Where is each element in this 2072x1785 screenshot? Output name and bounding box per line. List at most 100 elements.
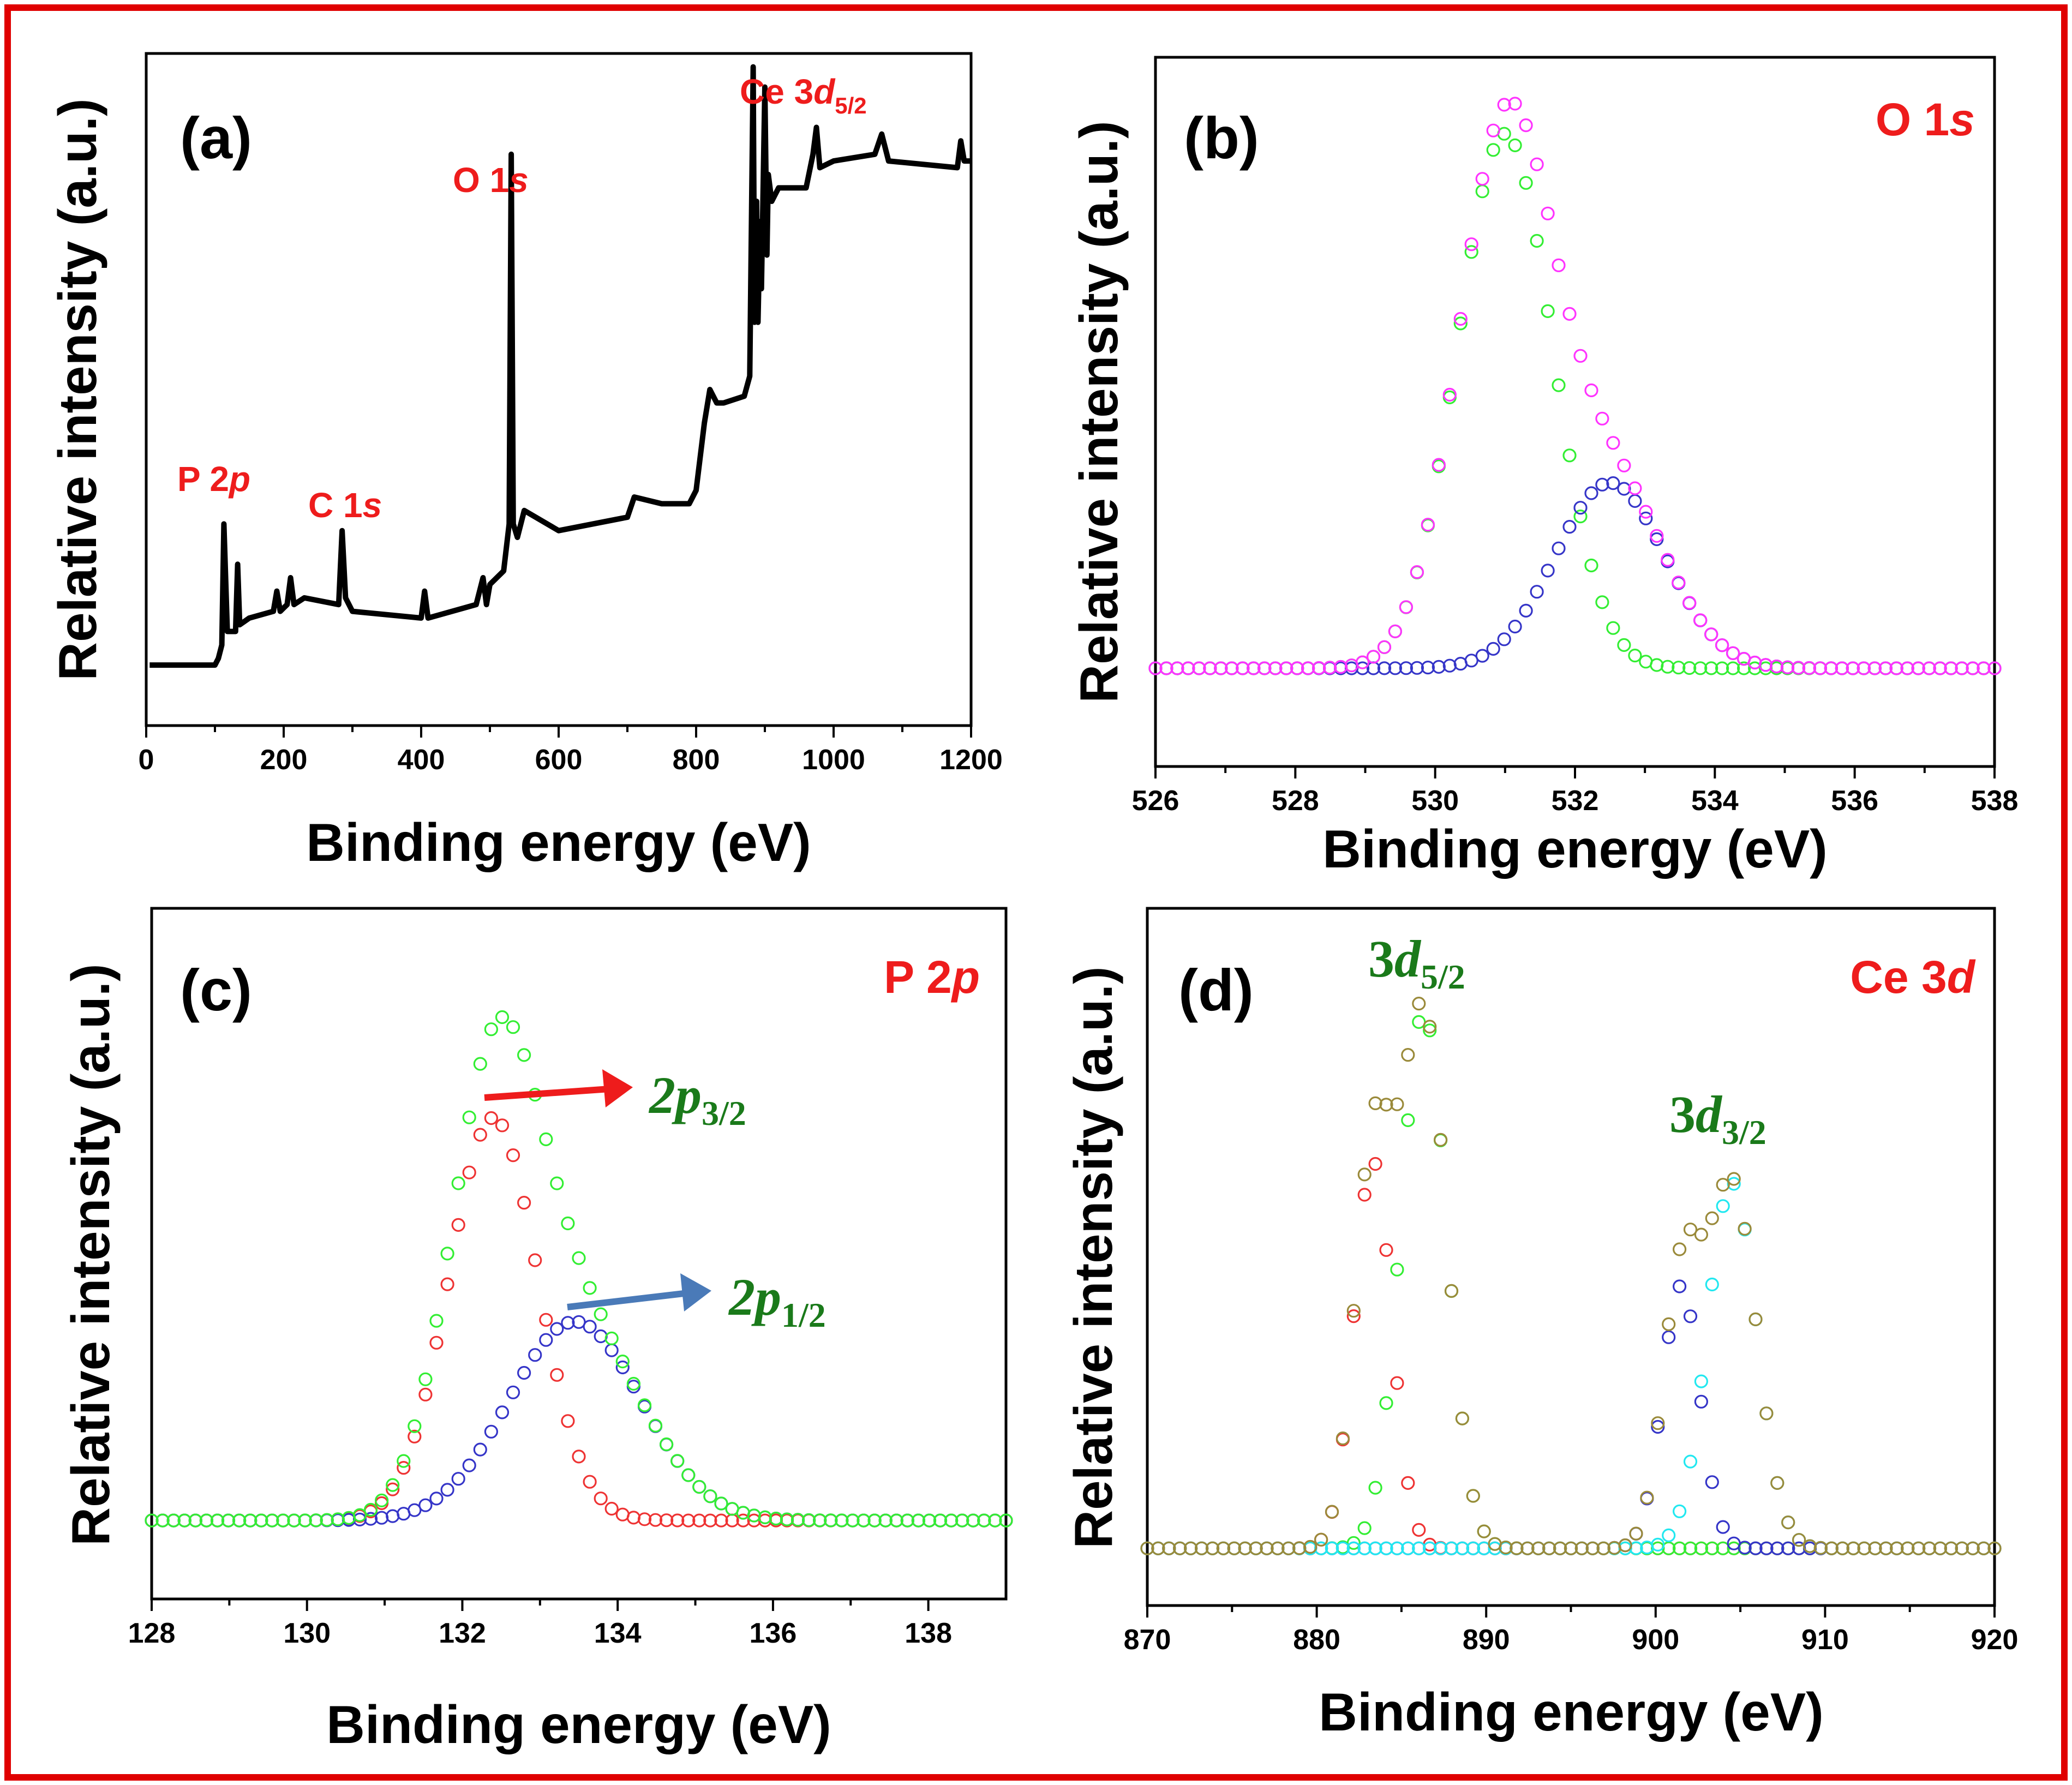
fit-point-envelope [1227, 1541, 1241, 1555]
fit-point-ce-3d5-2-component-1 [1412, 1523, 1426, 1537]
x-tick-label: 526 [1132, 785, 1179, 817]
fit-point-2p3-2 [418, 1387, 433, 1401]
fit-point-2p3-2 [484, 1111, 499, 1125]
fit-point-envelope [1618, 1538, 1632, 1553]
fit-point-envelope [1541, 206, 1555, 220]
fit-point-envelope [1257, 661, 1272, 675]
fit-point-envelope [1519, 118, 1533, 133]
panel-c-axes [150, 907, 1008, 1601]
fit-point-envelope [878, 1513, 893, 1528]
label-3d52-sub: 5/2 [1421, 957, 1465, 996]
fit-point-envelope [1606, 436, 1620, 450]
label-3d52: 3d5/2 [1368, 930, 1465, 996]
fit-point-2p3-2 [429, 1335, 444, 1350]
fit-point-fit-peak-2 [1399, 661, 1413, 675]
fit-point-envelope [1379, 1098, 1393, 1112]
fit-point-envelope [1281, 1541, 1296, 1555]
label-p2p-text: P 2 [177, 459, 229, 499]
fit-point-fit-peak-1 [1704, 661, 1718, 675]
panel-b-xlabel: Binding energy (eV) [1322, 819, 1828, 879]
fit-point-envelope [1225, 661, 1239, 675]
fit-point-envelope [1857, 1541, 1871, 1555]
fit-point-envelope [1780, 660, 1795, 674]
x-tick-label: 138 [905, 1618, 952, 1649]
fit-point-envelope [1584, 383, 1598, 398]
fit-point-envelope [1366, 650, 1381, 664]
fit-point-envelope [517, 1048, 531, 1062]
fit-point-envelope [1628, 481, 1642, 495]
fit-point-ce-3d3-2-component-2 [1673, 1504, 1687, 1518]
x-tick-label: 1000 [802, 744, 865, 776]
fit-point-envelope [1682, 596, 1697, 610]
fit-point-2p3-2 [626, 1511, 641, 1525]
fit-point-envelope [769, 1512, 783, 1526]
fit-point-envelope [429, 1314, 444, 1328]
fit-point-envelope [900, 1513, 914, 1528]
fit-point-envelope [1238, 1541, 1252, 1555]
fit-point-envelope [1401, 1047, 1415, 1062]
arrow-2p32-shaft [484, 1086, 610, 1101]
label-3d32-main: 3 [1669, 1085, 1696, 1143]
fit-point-envelope [1792, 1533, 1806, 1547]
fit-point-fit-peak-2 [1486, 642, 1500, 656]
panel-c-xlabel: Binding energy (eV) [326, 1694, 831, 1754]
fit-point-envelope [1205, 1541, 1220, 1555]
fit-point-envelope [1564, 1541, 1578, 1555]
fit-point-2p1-2 [583, 1320, 597, 1334]
fit-point-envelope [824, 1513, 838, 1528]
fit-point-envelope [1432, 458, 1446, 472]
fit-point-envelope [145, 1513, 159, 1528]
survey-spectrum-line [149, 64, 971, 668]
fit-point-envelope [1748, 1312, 1763, 1326]
x-tick-label: 870 [1124, 1624, 1171, 1656]
x-tick-label: 910 [1801, 1624, 1849, 1656]
fit-point-fit-peak-2 [1410, 661, 1424, 675]
outer-red-frame [4, 4, 2068, 1781]
fit-point-envelope [1759, 1406, 1774, 1421]
x-tick-label: 528 [1272, 785, 1319, 817]
fit-point-envelope [155, 1513, 170, 1528]
fit-point-envelope [309, 1513, 323, 1528]
fit-point-envelope [1159, 661, 1173, 675]
panel-d-xlabel: Binding energy (eV) [1319, 1682, 1824, 1742]
fit-point-2p1-2 [408, 1503, 422, 1517]
fit-point-ce-3d5-2-component-1 [1379, 1243, 1393, 1257]
fit-point-envelope [1857, 661, 1871, 675]
fit-point-envelope [1933, 1541, 1947, 1555]
fit-point-envelope [1868, 1541, 1882, 1555]
fit-point-envelope [1290, 661, 1304, 675]
fit-point-envelope [1162, 1541, 1176, 1555]
fit-point-envelope [550, 1176, 564, 1190]
fit-point-ce-3d3-2-component-1 [1770, 1541, 1784, 1555]
fit-point-2p1-2 [528, 1348, 542, 1362]
fit-point-fit-peak-1 [1530, 233, 1544, 248]
fit-point-envelope [1889, 661, 1903, 675]
fit-point-envelope [1758, 658, 1773, 672]
fit-point-envelope [922, 1513, 937, 1528]
fit-point-envelope [1693, 613, 1708, 627]
label-2p32: 2p3/2 [648, 1066, 746, 1133]
panel-d-letter: (d) [1178, 957, 1254, 1023]
fit-point-fit-peak-2 [1519, 603, 1533, 618]
panel-a-xlabel: Binding energy (eV) [306, 812, 811, 872]
fit-point-ce-3d5-2-component-2 [1727, 1541, 1741, 1555]
fit-point-fit-peak-2 [1617, 482, 1631, 496]
panel-b-ylabel: Relative intensity (a.u.) [1069, 121, 1129, 703]
label-c1s-italic: s [363, 486, 382, 525]
fit-point-envelope [1878, 661, 1893, 675]
fit-point-envelope [1434, 1133, 1448, 1147]
x-tick-label: 132 [439, 1618, 486, 1649]
fit-point-ce-3d5-2-component-2 [1651, 1541, 1665, 1555]
fit-point-envelope [1824, 661, 1838, 675]
fit-point-envelope [1510, 1541, 1524, 1555]
fit-point-envelope [188, 1513, 202, 1528]
fit-point-fit-peak-2 [1595, 477, 1609, 492]
fit-point-envelope [1292, 1541, 1307, 1555]
fit-point-envelope [999, 1513, 1013, 1528]
fit-point-2p1-2 [495, 1405, 510, 1419]
fit-point-envelope [221, 1513, 236, 1528]
fit-point-fit-peak-1 [1595, 595, 1609, 609]
fit-point-envelope [1562, 307, 1577, 321]
fit-point-envelope [1346, 1304, 1361, 1318]
arrow-2p12-head [680, 1273, 711, 1311]
